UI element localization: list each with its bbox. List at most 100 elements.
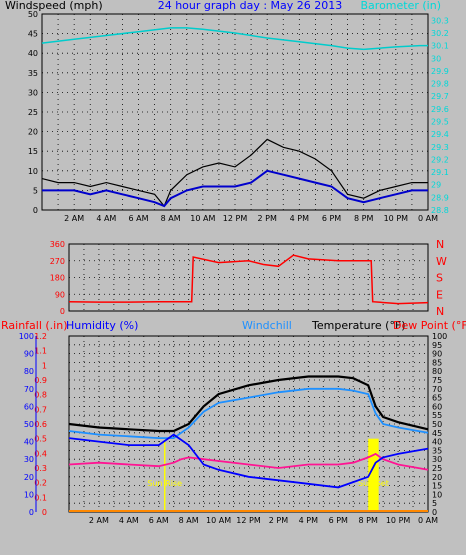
temperature-tick-label: 100 xyxy=(432,332,447,341)
temperature-tick-label: 45 xyxy=(432,429,442,438)
temperature-legend: Temperature (°F) xyxy=(311,319,406,332)
barometer-tick-label: 30.1 xyxy=(431,42,449,51)
temperature-tick-label: 20 xyxy=(432,473,442,482)
rainfall-tick-label: 0.1 xyxy=(34,493,47,502)
windchill-legend: Windchill xyxy=(242,319,292,332)
barometer-tick-label: 29.2 xyxy=(431,155,449,164)
temp-x-tick-label: 12 PM xyxy=(236,516,261,525)
humidity-tick-label: 60 xyxy=(24,402,34,411)
windspeed-tick-label: 30 xyxy=(28,88,38,97)
barometer-tick-label: 28.8 xyxy=(431,206,449,215)
humidity-tick-label: 50 xyxy=(24,420,34,429)
rainfall-tick-label: 0.3 xyxy=(34,464,47,473)
wind-x-tick-label: 10 AM xyxy=(190,214,215,223)
rainfall-tick-label: 0.4 xyxy=(34,449,47,458)
sunrise-label: Sun Rise xyxy=(147,479,182,488)
temperature-tick-label: 85 xyxy=(432,358,442,367)
direction-tick-label: 90 xyxy=(55,290,65,299)
wind-x-tick-label: 4 AM xyxy=(96,214,116,223)
dewpoint-legend: Dew Point (°F) xyxy=(393,319,466,332)
barometer-tick-label: 29.9 xyxy=(431,67,449,76)
wind-direction-line xyxy=(68,254,429,305)
humidity-legend: Humidity (%) xyxy=(66,319,138,332)
direction-tick-label: 180 xyxy=(50,274,65,283)
rainfall-tick-label: 0.6 xyxy=(34,420,47,429)
rainfall-tick-label: 1 xyxy=(42,361,47,370)
barometer-axis-label: Barometer (in) xyxy=(361,0,442,12)
rainfall-tick-label: 1.1 xyxy=(34,347,47,356)
temp-x-tick-label: 8 AM xyxy=(179,516,199,525)
humidity-tick-label: 90 xyxy=(24,350,34,359)
barometer-tick-label: 29.1 xyxy=(431,168,449,177)
temperature-tick-label: 95 xyxy=(432,341,442,350)
temperature-tick-label: 65 xyxy=(432,394,442,403)
wind-x-tick-label: 6 PM xyxy=(322,214,341,223)
wind-x-tick-label: 0 AM xyxy=(418,214,438,223)
temperature-tick-label: 30 xyxy=(432,455,442,464)
windspeed-tick-label: 50 xyxy=(28,10,38,19)
temp-x-tick-label: 10 PM xyxy=(386,516,411,525)
temp-x-tick-label: 4 PM xyxy=(299,516,318,525)
temp-x-tick-label: 2 AM xyxy=(89,516,109,525)
windchill-line xyxy=(68,387,429,439)
temperature-tick-label: 35 xyxy=(432,446,442,455)
wind-x-tick-label: 2 PM xyxy=(257,214,276,223)
windspeed-tick-label: 40 xyxy=(28,49,38,58)
barometer-tick-label: 30 xyxy=(431,54,441,63)
temperature-tick-label: 10 xyxy=(432,490,442,499)
temp-x-tick-label: 6 PM xyxy=(329,516,348,525)
chart-title: 24 hour graph day : May 26 2013 xyxy=(158,0,343,12)
sunset-label: Sun Set xyxy=(358,479,389,488)
temp-x-tick-label: 6 AM xyxy=(149,516,169,525)
temperature-tick-label: 55 xyxy=(432,411,442,420)
compass-tick-label: N xyxy=(436,305,444,318)
direction-tick-label: 0 xyxy=(60,307,65,316)
temperature-tick-label: 50 xyxy=(432,420,442,429)
direction-tick-label: 270 xyxy=(50,257,65,266)
temperature-tick-label: 0 xyxy=(432,508,437,517)
temperature-tick-label: 80 xyxy=(432,367,442,376)
temp-x-tick-label: 10 AM xyxy=(206,516,231,525)
wind-x-tick-label: 6 AM xyxy=(128,214,148,223)
humidity-tick-label: 40 xyxy=(24,438,34,447)
barometer-tick-label: 28.9 xyxy=(431,193,449,202)
windspeed-tick-label: 15 xyxy=(28,147,38,156)
humidity-tick-label: 30 xyxy=(24,455,34,464)
temperature-tick-label: 15 xyxy=(432,482,442,491)
temp-x-tick-label: 2 PM xyxy=(269,516,288,525)
windspeed-tick-label: 25 xyxy=(28,108,38,117)
compass-tick-label: S xyxy=(436,272,443,285)
barometer-tick-label: 30.3 xyxy=(431,16,449,25)
humidity-line xyxy=(68,433,429,489)
rainfall-tick-label: 0.7 xyxy=(34,405,47,414)
temperature-tick-label: 25 xyxy=(432,464,442,473)
windspeed-tick-label: 5 xyxy=(33,186,38,195)
humidity-tick-label: 70 xyxy=(24,385,34,394)
windspeed-tick-label: 35 xyxy=(28,69,38,78)
wind-x-tick-label: 10 PM xyxy=(384,214,409,223)
temperature-tick-label: 90 xyxy=(432,350,442,359)
wind-x-tick-label: 12 PM xyxy=(223,214,248,223)
compass-tick-label: N xyxy=(436,238,444,251)
rainfall-tick-label: 0.8 xyxy=(34,391,47,400)
windspeed-tick-label: 20 xyxy=(28,128,38,137)
rainfall-tick-label: 0 xyxy=(42,508,47,517)
temperature-tick-label: 70 xyxy=(432,385,442,394)
windspeed-axis-label: Windspeed (mph) xyxy=(5,0,103,12)
temperature-tick-label: 60 xyxy=(432,402,442,411)
wind-plot-area xyxy=(41,13,429,211)
humidity-tick-label: 80 xyxy=(24,367,34,376)
temperature-line xyxy=(68,375,429,433)
wind-x-tick-label: 8 AM xyxy=(161,214,181,223)
direction-tick-label: 360 xyxy=(50,240,65,249)
barometer-tick-label: 30.2 xyxy=(431,29,449,38)
barometer-tick-label: 29 xyxy=(431,181,441,190)
rainfall-legend: Rainfall (.in) xyxy=(1,319,68,332)
humidity-tick-label: 0 xyxy=(29,508,34,517)
windspeed-line xyxy=(42,169,428,208)
barometer-tick-label: 29.7 xyxy=(431,92,449,101)
rainfall-tick-label: 0.9 xyxy=(34,376,47,385)
temperature-tick-label: 75 xyxy=(432,376,442,385)
rainfall-tick-label: 1.2 xyxy=(34,332,47,341)
rainfall-tick-label: 0.2 xyxy=(34,479,47,488)
